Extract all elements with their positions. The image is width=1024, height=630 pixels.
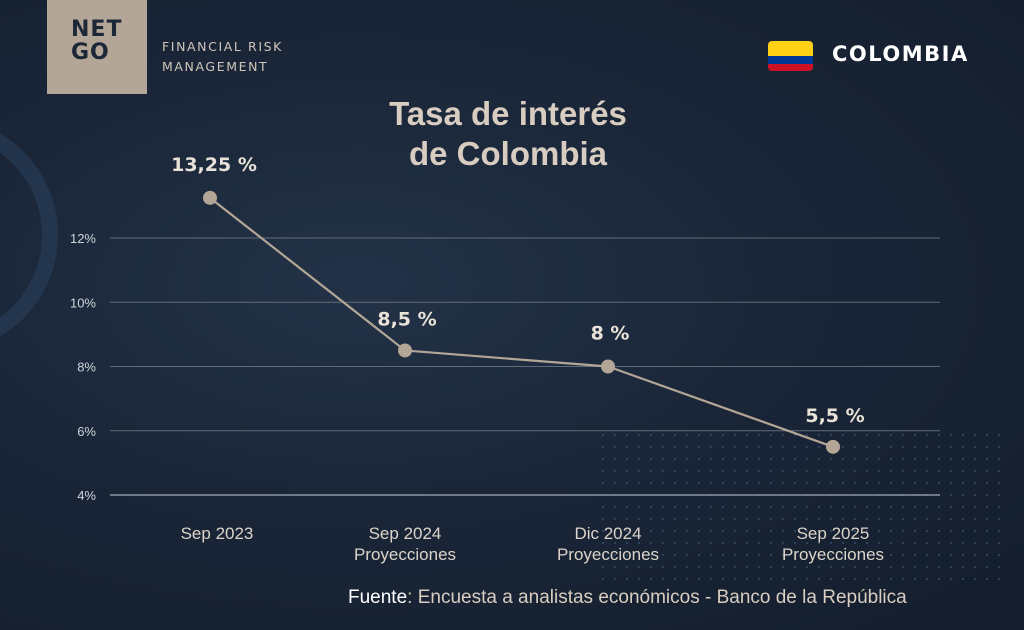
data-label: 8 % [591,323,630,345]
data-label: 8,5 % [377,308,436,330]
y-tick-label: 10% [70,295,96,310]
source-text: : Encuesta a analistas económicos - Banc… [407,587,907,608]
netgo-logo: NET GO [47,0,147,94]
data-labels: 13,25 % 8,5 % 8 % 5,5 % [171,154,865,427]
flag-stripe-red [768,63,813,71]
decor-ring [0,133,58,337]
data-point [601,359,615,374]
dot-pattern [600,430,1000,580]
x-category-label: Proyecciones [557,545,659,564]
y-tick-label: 4% [77,488,96,503]
source-note: Fuente: Encuesta a analistas económicos … [348,587,907,609]
logo-text-line1: NET [71,17,123,42]
data-point [203,190,217,205]
data-label: 5,5 % [805,405,864,427]
x-category-label: Proyecciones [782,545,884,564]
x-category-label: Sep 2024 [369,524,442,543]
data-points [203,190,840,454]
logo-dot [100,64,106,70]
chart-title: Tasa de interés de Colombia [300,94,716,174]
data-point [398,343,412,358]
x-axis-categories: Sep 2023 Sep 2024 Proyecciones Dic 2024 Proy… [181,524,884,564]
series-line-path [209,196,834,448]
y-tick-label: 12% [70,231,96,246]
chart-title-line2: de Colombia [408,135,608,172]
y-tick-label: 6% [77,424,96,439]
data-point [826,439,840,454]
flag-stripe-blue [768,56,813,64]
logo-tagline: FINANCIAL RISK MANAGEMENT [162,37,283,77]
tagline-line1: FINANCIAL RISK [162,39,283,54]
y-tick-label: 8% [77,360,96,375]
grid-lines [110,237,940,496]
chart-title-line1: Tasa de interés [389,95,627,132]
x-category-label: Dic 2024 [574,524,641,543]
tagline-line2: MANAGEMENT [162,59,269,74]
country-name: COLOMBIA [832,42,969,66]
background-decoration [0,133,1000,580]
y-axis-ticks: 4% 6% 8% 10% 12% [70,231,96,503]
x-category-label: Sep 2023 [181,524,254,543]
flag-stripe-yellow [768,41,813,56]
logo-text-line2: GO [71,40,110,65]
x-category-label: Proyecciones [354,545,456,564]
x-category-label: Sep 2025 [797,524,870,543]
source-lead: Fuente [348,587,408,608]
data-label: 13,25 % [171,154,257,176]
colombia-flag-icon [768,41,813,71]
series-line [209,196,834,448]
